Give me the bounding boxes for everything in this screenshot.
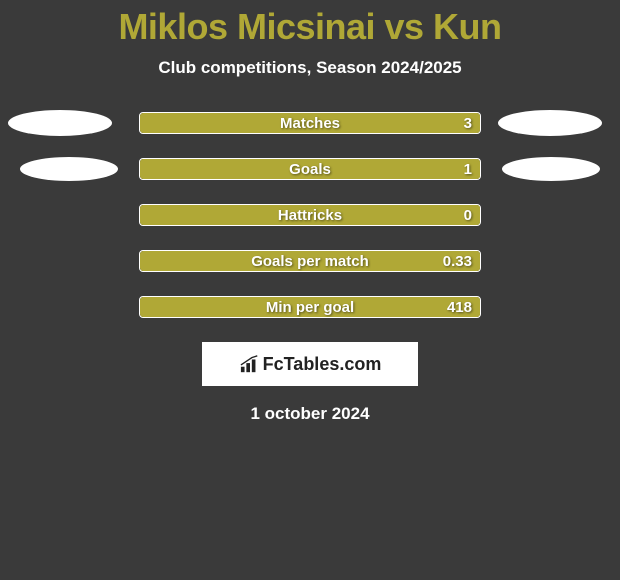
stat-label: Matches [140, 115, 480, 132]
stat-row: Min per goal418 [0, 296, 620, 318]
stat-label: Hattricks [140, 207, 480, 224]
bar-chart-icon [239, 354, 261, 374]
logo-text: FcTables.com [263, 354, 382, 375]
stat-label: Min per goal [140, 299, 480, 316]
stat-row: Hattricks0 [0, 204, 620, 226]
stat-row: Goals1 [0, 158, 620, 180]
stat-bar: Hattricks0 [139, 204, 481, 226]
page-title: Miklos Micsinai vs Kun [0, 6, 620, 48]
stat-row: Matches3 [0, 112, 620, 134]
subtitle: Club competitions, Season 2024/2025 [0, 58, 620, 78]
stat-bar: Min per goal418 [139, 296, 481, 318]
date: 1 october 2024 [0, 404, 620, 424]
stats-area: Matches3Goals1Hattricks0Goals per match0… [0, 112, 620, 318]
ellipse-right [502, 157, 600, 181]
main-container: Miklos Micsinai vs Kun Club competitions… [0, 0, 620, 424]
logo-content: FcTables.com [239, 354, 382, 375]
stat-value: 0.33 [443, 253, 472, 270]
stat-value: 1 [464, 161, 472, 178]
stat-label: Goals [140, 161, 480, 178]
stat-bar: Matches3 [139, 112, 481, 134]
ellipse-left [20, 157, 118, 181]
ellipse-left [8, 110, 112, 136]
stat-bar: Goals per match0.33 [139, 250, 481, 272]
stat-row: Goals per match0.33 [0, 250, 620, 272]
stat-label: Goals per match [140, 253, 480, 270]
logo-box[interactable]: FcTables.com [202, 342, 418, 386]
stat-value: 0 [464, 207, 472, 224]
ellipse-right [498, 110, 602, 136]
stat-value: 418 [447, 299, 472, 316]
stat-bar: Goals1 [139, 158, 481, 180]
stat-value: 3 [464, 115, 472, 132]
